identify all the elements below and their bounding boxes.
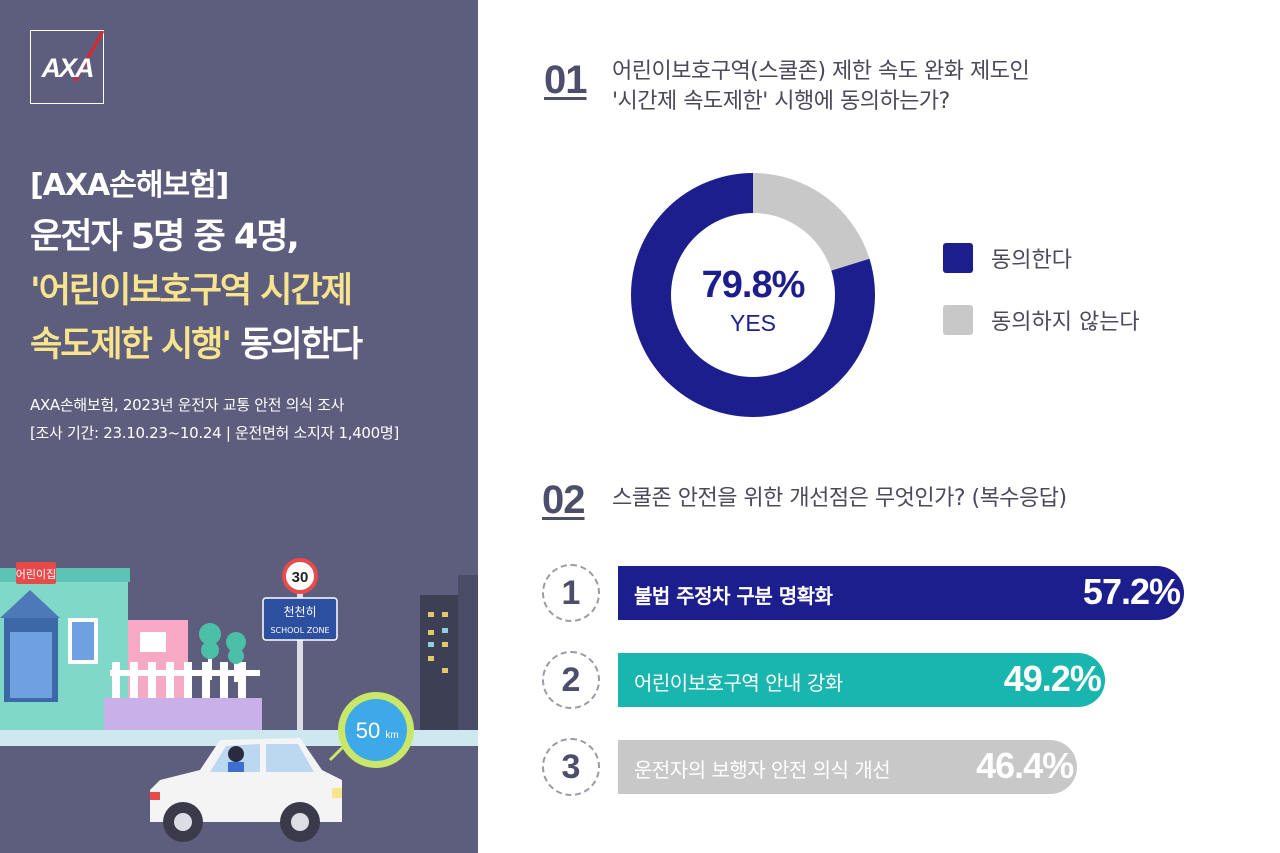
signpost [297,580,303,730]
axa-logo: AXA [30,30,105,104]
q2-text: 스쿨존 안전을 위한 개선점은 무엇인가? (복수응답) [612,486,1067,511]
tall-building [458,575,478,730]
survey-tag: [AXA손해보험] [30,168,229,203]
building-windows [428,612,448,673]
trees [199,623,246,682]
bar-value-1: 57.2% [1082,571,1181,612]
survey-period: [조사 기간: 23.10.23~10.24 | 운전면허 소지자 1,400명… [30,424,399,442]
headline-line-3: 속도제한 시행' 동의한다 [30,316,363,367]
right-panel: 01 어린이보호구역(스쿨존) 제한 속도 완화 제도인 '시간제 속도제한' … [478,0,1280,853]
fence [110,662,260,698]
left-panel: AXA [AXA손해보험] 운전자 5명 중 4명, '어린이보호구역 시간제 … [0,0,478,853]
bar-value-2: 49.2% [1003,658,1102,699]
bar-label-1: 불법 주정차 구분 명확화 [634,584,833,608]
bar-label-2: 어린이보호구역 안내 강화 [634,671,843,695]
legend-label-disagree: 동의하지 않는다 [991,310,1140,335]
headline-line-3-highlight: 속도제한 시행' [30,325,232,365]
school-zone-sign [262,597,338,641]
bar-label-3: 운전자의 보행자 안전 의식 개선 [634,758,891,782]
q1-text-line-1: 어린이보호구역(스쿨존) 제한 속도 완화 제도인 [612,59,1030,84]
donut-slice-disagree [753,173,870,271]
rank-badge-1: 1 [542,564,600,622]
legend-swatch-agree [943,243,973,273]
bar-value-3: 46.4% [976,745,1074,786]
rank-badge-2: 2 [542,651,600,709]
legend-item-disagree: 동의하지 않는다 [943,304,1140,336]
school-zone-sign-bottom: SCHOOL ZONE [270,626,329,635]
wall [104,698,262,730]
car-illustration [150,738,342,842]
logo-slash-icon [73,31,105,82]
kindergarten-sign [16,562,56,584]
q1-number: 01 [544,58,587,102]
school-zone-illustration: 어린이집 30 천천히 SCH [0,558,478,842]
school-zone-sign-top: 천천히 [283,604,316,619]
kindergarten-sign-text: 어린이집 [16,568,56,581]
legend-swatch-disagree [943,305,973,335]
survey-source: AXA손해보험, 2023년 운전자 교통 안전 의식 조사 [30,396,345,414]
speed-limit-text: 30 [292,569,309,586]
speed-bubble-number: 50 [356,718,380,743]
bar-school-zone-guidance [618,653,1105,707]
q2-number: 02 [542,478,585,522]
donut-slice-agree [630,173,875,417]
headline-line-1: 운전자 5명 중 4명, [30,217,300,257]
bar-illegal-parking [618,566,1184,620]
agreement-donut-chart [630,173,875,417]
rank-badge-3: 3 [542,738,600,796]
headline-line-2: '어린이보호구역 시간제 [30,271,353,311]
speed-bubble-unit: km [385,730,398,741]
logo-text: AXA [41,53,94,83]
speed-limit-sign [282,558,318,594]
donut-center-label: YES [729,310,777,336]
legend-item-agree: 동의한다 [943,242,1072,274]
donut-center-percentage: 79.8% [701,264,806,306]
legend-label-agree: 동의한다 [991,248,1072,273]
headline-line-3-rest: 동의한다 [230,325,363,365]
bar-driver-awareness [618,740,1078,794]
q1-text-line-2: '시간제 속도제한' 시행에 동의하는가? [612,89,950,114]
